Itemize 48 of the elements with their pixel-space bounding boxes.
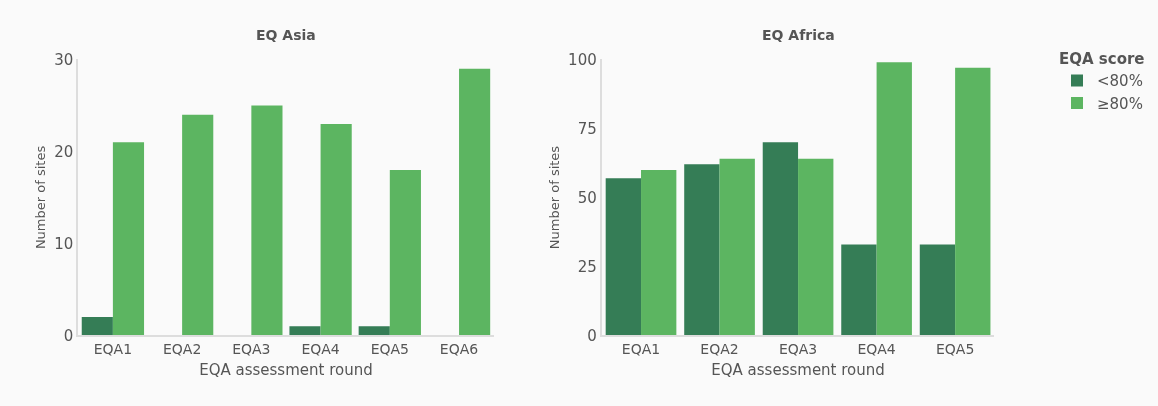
legend-label: ≥80% <box>1097 94 1143 113</box>
y-tick-label: 0 <box>63 326 74 345</box>
y-tick-label: 75 <box>577 119 597 138</box>
bar <box>459 68 491 336</box>
bar <box>641 169 677 336</box>
x-tick-label: EQA3 <box>232 341 271 358</box>
y-tick-label: 10 <box>54 234 74 253</box>
x-tick-label: EQA1 <box>93 341 133 358</box>
bar <box>182 114 214 336</box>
chart-title: EQ Asia <box>256 27 316 43</box>
bar <box>955 67 991 336</box>
x-tick-label: EQA3 <box>778 341 818 358</box>
x-axis-title: EQA assessment round <box>711 360 885 379</box>
x-tick-label: EQA4 <box>301 341 340 358</box>
bar <box>719 158 755 336</box>
bar <box>358 326 390 336</box>
bar <box>605 178 642 336</box>
x-tick-label: EQA4 <box>857 341 896 358</box>
y-tick-label: 50 <box>577 188 597 207</box>
legend-title: EQA score <box>1059 50 1145 69</box>
x-tick-label: EQA5 <box>935 341 975 358</box>
y-axis-title: Number of sites <box>32 145 48 250</box>
bar <box>289 326 321 336</box>
bar <box>841 244 877 336</box>
bar <box>762 142 799 336</box>
x-tick-label: EQA6 <box>439 341 479 358</box>
bar <box>798 158 834 336</box>
y-tick-label: 25 <box>577 257 597 276</box>
y-tick-label: 100 <box>568 50 597 69</box>
x-tick-label: EQA2 <box>162 341 202 358</box>
x-axis-title: EQA assessment round <box>199 360 373 379</box>
bar <box>251 105 283 336</box>
chart-title: EQ Africa <box>762 27 835 43</box>
y-tick-label: 20 <box>54 142 74 161</box>
bar <box>876 62 912 336</box>
bar <box>320 123 352 336</box>
x-tick-label: EQA2 <box>700 341 739 358</box>
bar <box>684 164 720 336</box>
y-axis-title: Number of sites <box>546 145 562 250</box>
bar <box>112 142 145 336</box>
bar <box>389 169 421 336</box>
y-tick-label: 30 <box>54 50 74 69</box>
x-tick-label: EQA5 <box>370 341 409 358</box>
y-tick-label: 0 <box>587 326 597 345</box>
bar <box>919 244 956 336</box>
x-tick-label: EQA1 <box>621 341 661 358</box>
legend-label: <80% <box>1097 72 1143 91</box>
bar <box>81 317 113 336</box>
